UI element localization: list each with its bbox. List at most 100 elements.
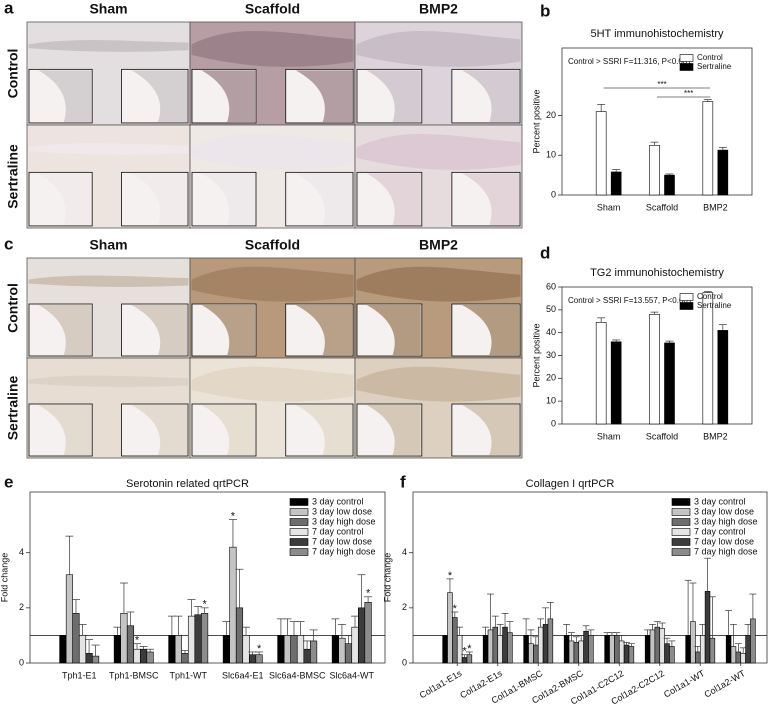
row-header: Control bbox=[5, 49, 21, 99]
bar bbox=[344, 643, 353, 664]
bar bbox=[187, 615, 196, 664]
bar bbox=[610, 171, 622, 196]
bar bbox=[610, 341, 622, 425]
legend-swatch bbox=[671, 498, 691, 506]
bar bbox=[702, 292, 714, 425]
bar bbox=[168, 635, 176, 664]
y-axis-label: Percent positive bbox=[531, 323, 541, 387]
bar bbox=[609, 635, 615, 664]
stat-annotation: Control > SSRI F=11.316, P<0.001 bbox=[568, 57, 692, 66]
bar bbox=[351, 626, 359, 664]
panel-letter: c bbox=[4, 234, 13, 253]
x-tick-label: Col1a1-E1s bbox=[418, 668, 464, 700]
legend-label: 7 day low dose bbox=[312, 536, 372, 546]
x-tick-label: Tph1-WT bbox=[169, 670, 207, 680]
y-tick-label: 2 bbox=[402, 602, 407, 612]
y-axis-label: Percent positive bbox=[531, 89, 541, 153]
inset-tissue bbox=[295, 305, 352, 355]
bar bbox=[133, 648, 141, 664]
legend-label: 7 day control bbox=[694, 526, 746, 536]
legend-swatch bbox=[289, 528, 309, 536]
bar bbox=[649, 145, 660, 196]
inset-tissue bbox=[201, 70, 255, 122]
chart-title: Collagen I qrtPCR bbox=[526, 478, 615, 490]
bar bbox=[65, 574, 74, 664]
bar bbox=[704, 590, 711, 664]
tissue-section bbox=[356, 30, 521, 67]
bar bbox=[649, 629, 656, 664]
bar bbox=[447, 592, 453, 664]
y-tick-label: 2 bbox=[19, 602, 24, 612]
y-tick-label: 10 bbox=[546, 396, 556, 406]
bar bbox=[614, 635, 620, 664]
chart-title: Serotonin related qrtPCR bbox=[126, 478, 249, 490]
tissue-section bbox=[356, 133, 521, 170]
bar bbox=[277, 635, 285, 664]
tissue-section bbox=[28, 375, 189, 388]
bar bbox=[456, 635, 463, 664]
legend-swatch bbox=[679, 54, 694, 62]
chart-title: TG2 immunohistochemistry bbox=[590, 267, 724, 279]
inset-tissue bbox=[201, 405, 255, 455]
column-header: Scaffold bbox=[245, 237, 300, 253]
legend-label: 3 day control bbox=[694, 496, 746, 506]
legend-swatch bbox=[679, 63, 694, 71]
bar bbox=[92, 655, 100, 664]
bar bbox=[664, 643, 670, 664]
inset-tissue bbox=[131, 173, 187, 225]
bar bbox=[229, 546, 237, 664]
bar bbox=[78, 635, 87, 664]
legend-label: 3 day high dose bbox=[312, 516, 376, 526]
bar bbox=[588, 635, 594, 664]
legend-swatch bbox=[289, 508, 309, 516]
inset-tissue bbox=[131, 70, 187, 122]
bar bbox=[290, 635, 298, 664]
bar bbox=[466, 654, 473, 664]
significance-star: * bbox=[453, 603, 458, 615]
bar bbox=[618, 640, 625, 664]
bar bbox=[595, 322, 607, 425]
bar bbox=[709, 637, 716, 664]
legend-swatch bbox=[671, 538, 691, 546]
bar bbox=[255, 654, 263, 664]
bar bbox=[72, 613, 80, 664]
inset-tissue bbox=[38, 305, 92, 355]
bar bbox=[201, 613, 209, 664]
bar bbox=[745, 635, 751, 664]
inset-tissue bbox=[366, 70, 421, 122]
legend-label: 3 day low dose bbox=[312, 506, 372, 516]
legend-label: 7 day control bbox=[312, 526, 364, 536]
stat-annotation: Control > SSRI F=13.557, P<0.001 bbox=[568, 296, 693, 305]
x-tick-label: Col1a1-WT bbox=[662, 668, 707, 700]
legend-label: 3 day control bbox=[312, 496, 364, 506]
bar bbox=[699, 635, 706, 664]
bar bbox=[547, 618, 554, 664]
tissue-section bbox=[191, 31, 354, 67]
legend-swatch bbox=[679, 302, 694, 310]
inset-tissue bbox=[366, 173, 421, 225]
inset-tissue bbox=[38, 70, 92, 122]
bar bbox=[533, 644, 539, 664]
y-tick-label: 0 bbox=[19, 657, 24, 667]
bar bbox=[174, 635, 183, 664]
legend-swatch bbox=[671, 528, 691, 536]
bar bbox=[578, 640, 584, 664]
x-tick-label: Slc6a4-WT bbox=[329, 670, 374, 680]
tissue-section bbox=[191, 266, 354, 302]
legend-label: 3 day high dose bbox=[694, 516, 758, 526]
significance-star: * bbox=[135, 635, 140, 647]
inset-tissue bbox=[462, 405, 519, 455]
bar bbox=[528, 643, 534, 664]
bar bbox=[628, 646, 635, 664]
y-tick-label: 4 bbox=[19, 547, 24, 557]
y-axis-label: Fold change bbox=[382, 553, 392, 603]
significance-star: * bbox=[462, 646, 467, 658]
bar bbox=[702, 101, 714, 196]
row-header: Sertraline bbox=[5, 144, 21, 209]
significance-label: *** bbox=[684, 89, 693, 98]
legend-swatch bbox=[679, 293, 694, 301]
bar bbox=[283, 635, 292, 664]
bar bbox=[194, 614, 202, 664]
bar bbox=[310, 640, 318, 664]
